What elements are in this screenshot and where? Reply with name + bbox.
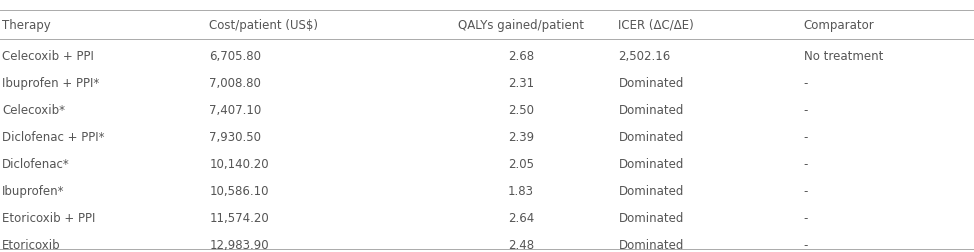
- Text: Celecoxib + PPI: Celecoxib + PPI: [2, 50, 94, 63]
- Text: Comparator: Comparator: [804, 19, 875, 32]
- Text: QALYs gained/patient: QALYs gained/patient: [458, 19, 584, 32]
- Text: Celecoxib*: Celecoxib*: [2, 104, 65, 117]
- Text: -: -: [804, 158, 807, 171]
- Text: -: -: [804, 239, 807, 252]
- Text: 10,140.20: 10,140.20: [209, 158, 269, 171]
- Text: Diclofenac + PPI*: Diclofenac + PPI*: [2, 131, 104, 144]
- Text: -: -: [804, 212, 807, 225]
- Text: 7,008.80: 7,008.80: [209, 77, 261, 90]
- Text: Ibuprofen*: Ibuprofen*: [2, 185, 64, 198]
- Text: Dominated: Dominated: [618, 212, 684, 225]
- Text: Etoricoxib: Etoricoxib: [2, 239, 60, 252]
- Text: -: -: [804, 77, 807, 90]
- Text: 2.39: 2.39: [508, 131, 534, 144]
- Text: Cost/patient (US$): Cost/patient (US$): [209, 19, 318, 32]
- Text: 2,502.16: 2,502.16: [618, 50, 671, 63]
- Text: 7,407.10: 7,407.10: [209, 104, 262, 117]
- Text: -: -: [804, 104, 807, 117]
- Text: 11,574.20: 11,574.20: [209, 212, 269, 225]
- Text: 2.64: 2.64: [508, 212, 534, 225]
- Text: Dominated: Dominated: [618, 185, 684, 198]
- Text: ICER (ΔC/ΔE): ICER (ΔC/ΔE): [618, 19, 694, 32]
- Text: 2.68: 2.68: [508, 50, 534, 63]
- Text: Etoricoxib + PPI: Etoricoxib + PPI: [2, 212, 95, 225]
- Text: 1.83: 1.83: [508, 185, 534, 198]
- Text: 6,705.80: 6,705.80: [209, 50, 261, 63]
- Text: 2.31: 2.31: [508, 77, 534, 90]
- Text: Dominated: Dominated: [618, 131, 684, 144]
- Text: -: -: [804, 185, 807, 198]
- Text: Dominated: Dominated: [618, 158, 684, 171]
- Text: 2.05: 2.05: [508, 158, 534, 171]
- Text: Diclofenac*: Diclofenac*: [2, 158, 70, 171]
- Text: Dominated: Dominated: [618, 104, 684, 117]
- Text: -: -: [804, 131, 807, 144]
- Text: Ibuprofen + PPI*: Ibuprofen + PPI*: [2, 77, 99, 90]
- Text: 7,930.50: 7,930.50: [209, 131, 261, 144]
- Text: 2.50: 2.50: [508, 104, 534, 117]
- Text: 2.48: 2.48: [508, 239, 534, 252]
- Text: 10,586.10: 10,586.10: [209, 185, 269, 198]
- Text: No treatment: No treatment: [804, 50, 882, 63]
- Text: 12,983.90: 12,983.90: [209, 239, 269, 252]
- Text: Dominated: Dominated: [618, 239, 684, 252]
- Text: Therapy: Therapy: [2, 19, 51, 32]
- Text: Dominated: Dominated: [618, 77, 684, 90]
